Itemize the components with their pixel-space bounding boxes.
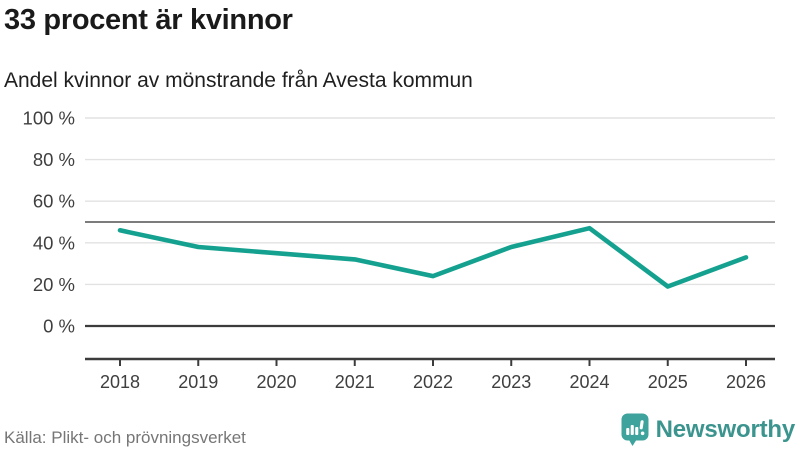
- x-tick-label: 2019: [178, 372, 218, 392]
- y-tick-label: 80 %: [33, 149, 75, 170]
- y-tick-label: 0 %: [43, 316, 75, 337]
- newsworthy-bubble-chart-icon: [621, 413, 649, 446]
- chart-title: 33 procent är kvinnor: [4, 4, 293, 36]
- x-tick-label: 2022: [413, 372, 453, 392]
- x-tick-label: 2024: [569, 372, 609, 392]
- x-tick-label: 2020: [256, 372, 296, 392]
- x-tick-label: 2023: [491, 372, 531, 392]
- x-tick-label: 2018: [100, 372, 140, 392]
- y-tick-label: 60 %: [33, 191, 75, 212]
- brand-logo: Newsworthy: [621, 413, 795, 447]
- brand-name: Newsworthy: [655, 416, 796, 443]
- source-note: Källa: Plikt- och prövningsverket: [4, 428, 246, 447]
- line-chart: 2018 2019 2020 2021 2022 2023 2024 2025 2026 100 …: [23, 108, 775, 392]
- y-tick-label: 40 %: [33, 232, 75, 253]
- chart-subtitle: Andel kvinnor av mönstrande från Avesta …: [4, 69, 473, 92]
- y-tick-label: 100 %: [23, 108, 75, 129]
- y-tick-label: 20 %: [33, 274, 75, 295]
- data-line-series: [117, 225, 749, 289]
- x-tick-label: 2026: [726, 372, 766, 392]
- x-tick-label: 2025: [648, 372, 688, 392]
- x-tick-label: 2021: [335, 372, 375, 392]
